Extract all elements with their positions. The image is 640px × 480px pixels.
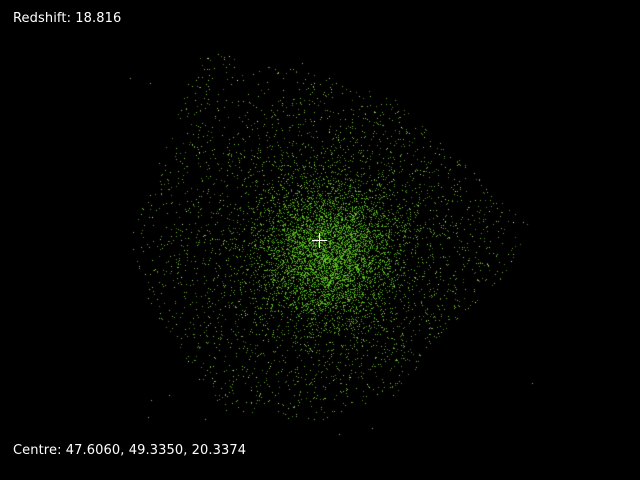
redshift-readout: Redshift: 18.816 (13, 11, 121, 27)
crosshair-vertical (319, 233, 320, 248)
centre-sep-1: , (120, 443, 129, 458)
redshift-value: 18.816 (75, 11, 122, 26)
centre-sep-2: , (183, 443, 192, 458)
redshift-label: Redshift: (13, 11, 72, 26)
centre-readout: Centre: 47.6060, 49.3350, 20.3374 (13, 443, 246, 459)
centre-x: 47.6060 (65, 443, 121, 458)
centre-label: Centre: (13, 443, 62, 458)
crosshair-icon (312, 233, 327, 248)
centre-y: 49.3350 (128, 443, 184, 458)
centre-z: 20.3374 (191, 443, 247, 458)
